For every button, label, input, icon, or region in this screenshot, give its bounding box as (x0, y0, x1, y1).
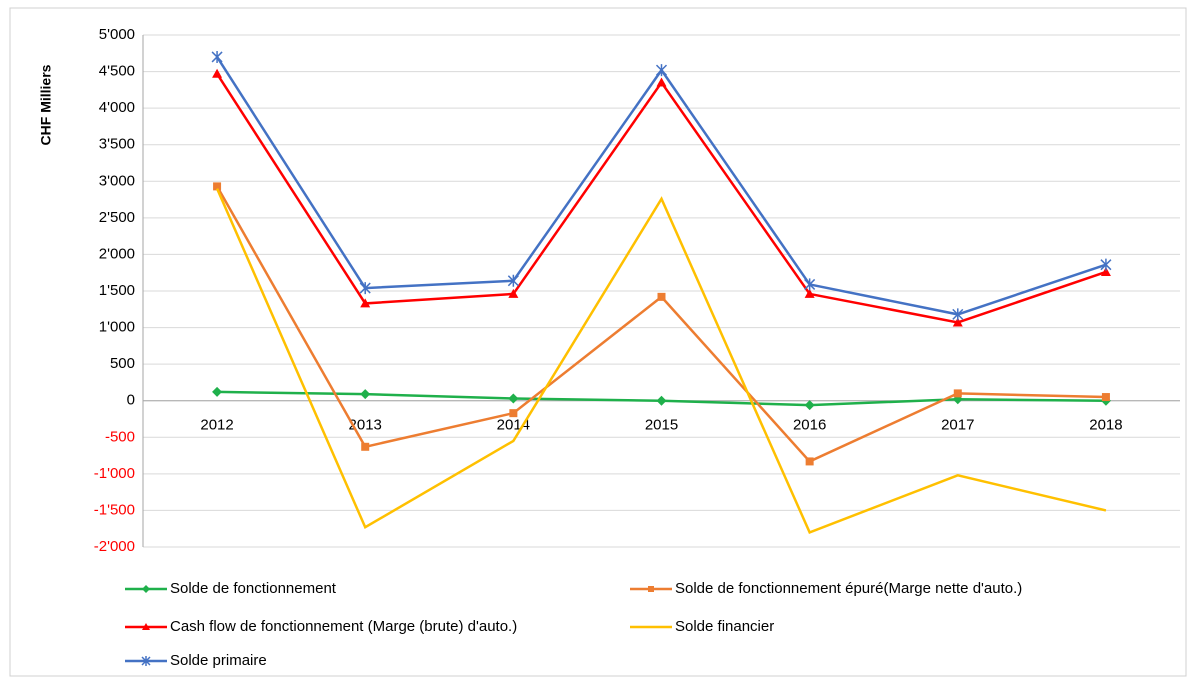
marker (1100, 258, 1112, 271)
marker (656, 395, 667, 406)
x-tick-label: 2012 (200, 417, 233, 434)
marker (361, 442, 370, 451)
marker (509, 409, 518, 418)
marker (805, 457, 814, 466)
x-tick-label: 2017 (941, 417, 974, 434)
marker (508, 288, 519, 298)
series-line (215, 188, 1107, 534)
legend-marker (648, 586, 654, 592)
y-tick-label: 1'000 (99, 319, 135, 336)
marker (360, 389, 371, 400)
marker (804, 400, 815, 411)
y-tick-label: 2'500 (99, 209, 135, 226)
y-tick-label: 3'000 (99, 172, 135, 189)
y-tick-label: -500 (105, 428, 135, 445)
y-tick-label: 3'500 (99, 136, 135, 153)
marker (656, 77, 667, 87)
marker (655, 64, 668, 77)
legend-label: Cash flow de fonctionnement (Marge (brut… (170, 618, 517, 635)
x-tick-label: 2014 (497, 417, 530, 434)
y-tick-label: 4'500 (99, 63, 135, 80)
marker (360, 298, 371, 308)
y-tick-label: -1'000 (94, 465, 135, 482)
legend-marker (142, 623, 150, 630)
x-tick-label: 2016 (793, 417, 826, 434)
y-axis-label: CHF Milliers (38, 64, 54, 145)
marker (213, 182, 222, 191)
y-tick-label: 1'500 (99, 282, 135, 299)
legend-marker (141, 656, 151, 666)
y-tick-label: 4'000 (99, 99, 135, 116)
legend-label: Solde de fonctionnement épuré(Marge nett… (675, 580, 1022, 597)
marker (952, 317, 963, 327)
marker (804, 288, 815, 298)
marker (953, 389, 962, 398)
y-tick-label: -1'500 (94, 501, 135, 518)
marker (657, 292, 666, 301)
marker (1101, 393, 1110, 402)
legend-marker (142, 585, 150, 593)
x-tick-label: 2018 (1089, 417, 1122, 434)
x-tick-label: 2015 (645, 417, 678, 434)
marker (1100, 266, 1111, 276)
legend-label: Solde de fonctionnement (170, 580, 337, 597)
marker (804, 278, 816, 291)
y-tick-label: 0 (127, 392, 135, 409)
y-tick-label: 5'000 (99, 26, 135, 43)
marker (507, 274, 519, 287)
y-tick-label: -2'000 (94, 538, 135, 555)
legend-label: Solde financier (675, 618, 774, 635)
chart-frame (9, 7, 1187, 677)
marker (359, 282, 371, 295)
legend-label: Solde primaire (170, 652, 267, 669)
y-tick-label: 2'000 (99, 245, 135, 262)
y-tick-label: 500 (110, 355, 135, 372)
marker (212, 386, 223, 397)
marker (211, 50, 223, 63)
marker (508, 393, 519, 404)
marker (952, 308, 964, 321)
x-tick-label: 2013 (349, 417, 382, 434)
marker (212, 68, 223, 78)
